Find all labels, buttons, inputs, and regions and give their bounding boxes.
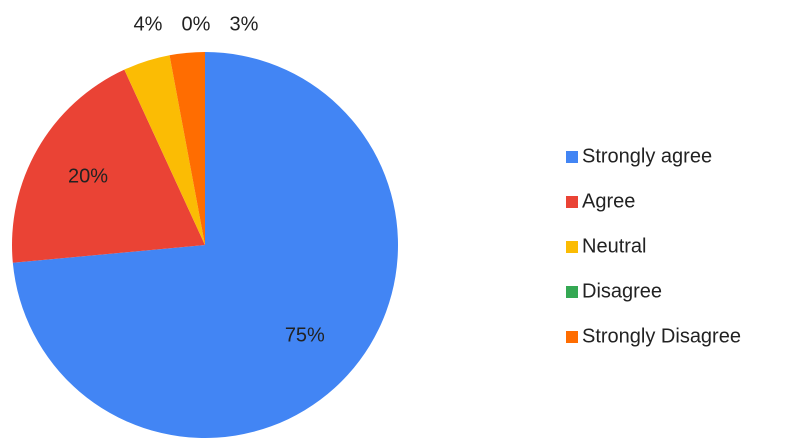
data-label: 0% (182, 13, 211, 35)
legend-label: Agree (582, 190, 635, 212)
legend-swatch (566, 151, 578, 163)
data-label: 75% (285, 324, 325, 346)
pie-slice (12, 52, 399, 438)
legend-label: Strongly agree (582, 145, 712, 167)
pie-slice (169, 52, 205, 245)
data-label: 20% (68, 166, 108, 188)
pie-slice (12, 69, 206, 263)
legend-label: Strongly Disagree (582, 325, 741, 347)
legend-swatch (566, 241, 578, 253)
legend-swatch (566, 286, 578, 298)
legend-swatch (566, 331, 578, 343)
legend-swatch (566, 196, 578, 208)
legend-label: Neutral (582, 235, 646, 257)
data-label: 3% (230, 13, 259, 35)
data-label: 4% (134, 13, 163, 35)
legend-label: Disagree (582, 280, 662, 302)
pie-slice (124, 55, 205, 245)
